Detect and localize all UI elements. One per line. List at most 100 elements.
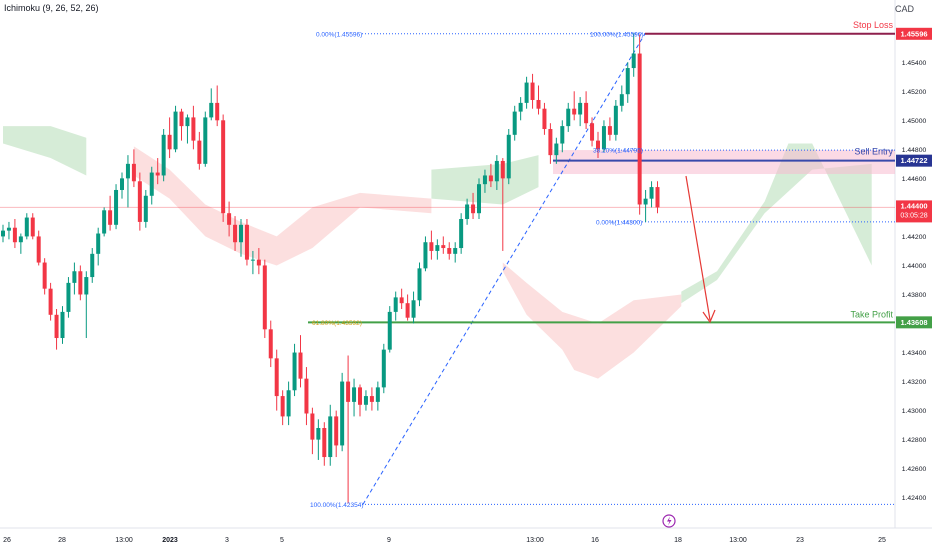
candle[interactable] bbox=[292, 343, 297, 397]
candle[interactable] bbox=[102, 207, 107, 237]
candle[interactable] bbox=[328, 404, 333, 466]
candle[interactable] bbox=[375, 381, 380, 411]
candle[interactable] bbox=[417, 262, 422, 307]
candle[interactable] bbox=[358, 384, 362, 417]
candle[interactable] bbox=[310, 407, 315, 455]
candle[interactable] bbox=[24, 213, 29, 240]
candle[interactable] bbox=[256, 248, 261, 275]
candle[interactable] bbox=[1, 224, 5, 243]
lightning-icon[interactable] bbox=[662, 514, 676, 528]
candle[interactable] bbox=[536, 85, 541, 115]
candle[interactable] bbox=[584, 91, 589, 130]
candle[interactable] bbox=[393, 291, 398, 321]
candle[interactable] bbox=[613, 99, 618, 141]
candle[interactable] bbox=[18, 233, 23, 254]
candle[interactable] bbox=[655, 181, 660, 214]
candle[interactable] bbox=[137, 172, 142, 231]
candle[interactable] bbox=[530, 73, 535, 109]
indicator-legend[interactable]: Ichimoku (9, 26, 52, 26) bbox=[4, 3, 99, 13]
candle[interactable] bbox=[649, 181, 654, 208]
candle[interactable] bbox=[482, 169, 487, 193]
candle[interactable] bbox=[453, 242, 458, 263]
candle[interactable] bbox=[114, 184, 119, 230]
candle[interactable] bbox=[399, 288, 404, 309]
candle[interactable] bbox=[60, 306, 65, 344]
candle[interactable] bbox=[78, 265, 83, 301]
candle[interactable] bbox=[108, 195, 113, 231]
candle[interactable] bbox=[250, 250, 255, 275]
candles[interactable] bbox=[1, 33, 660, 504]
candle[interactable] bbox=[512, 105, 517, 141]
candle[interactable] bbox=[578, 97, 583, 127]
candle[interactable] bbox=[262, 259, 267, 339]
candle[interactable] bbox=[304, 367, 309, 426]
candle[interactable] bbox=[197, 131, 202, 170]
candle[interactable] bbox=[125, 155, 130, 208]
plot-area[interactable] bbox=[0, 0, 895, 528]
candle[interactable] bbox=[30, 213, 35, 240]
candle[interactable] bbox=[215, 85, 220, 127]
price-axis[interactable]: 1.45400 1.45200 1.45000 1.44800 1.44600 1.444… bbox=[902, 60, 927, 502]
candle[interactable] bbox=[6, 221, 11, 240]
candle[interactable] bbox=[601, 120, 606, 153]
candle[interactable] bbox=[500, 158, 505, 251]
candle[interactable] bbox=[239, 219, 243, 257]
candle[interactable] bbox=[566, 102, 571, 132]
time-axis[interactable]: 26 28 13:00 2023 3 5 9 13:00 16 18 13:00 23 25 bbox=[3, 537, 886, 544]
candle[interactable] bbox=[340, 372, 345, 452]
candle[interactable] bbox=[322, 422, 327, 466]
candle[interactable] bbox=[560, 120, 565, 153]
candle[interactable] bbox=[524, 76, 529, 109]
candle[interactable] bbox=[465, 198, 470, 225]
candle[interactable] bbox=[66, 277, 71, 318]
candle[interactable] bbox=[90, 248, 95, 283]
candle[interactable] bbox=[363, 390, 368, 411]
candle[interactable] bbox=[590, 117, 595, 147]
candle[interactable] bbox=[280, 390, 285, 426]
candle[interactable] bbox=[48, 282, 53, 321]
candle[interactable] bbox=[233, 216, 238, 251]
candle[interactable] bbox=[637, 34, 642, 215]
candle[interactable] bbox=[477, 178, 481, 220]
candle[interactable] bbox=[120, 172, 124, 199]
candle[interactable] bbox=[548, 123, 553, 164]
candle[interactable] bbox=[494, 155, 499, 190]
candle[interactable] bbox=[316, 419, 321, 460]
candle[interactable] bbox=[149, 166, 154, 205]
candle[interactable] bbox=[631, 33, 636, 77]
candle[interactable] bbox=[619, 85, 624, 112]
candle[interactable] bbox=[244, 219, 249, 266]
candle[interactable] bbox=[227, 201, 232, 237]
candle[interactable] bbox=[42, 258, 47, 295]
candle[interactable] bbox=[96, 227, 101, 266]
candle[interactable] bbox=[167, 117, 172, 159]
candle[interactable] bbox=[203, 111, 208, 167]
candle[interactable] bbox=[155, 158, 160, 185]
candle[interactable] bbox=[387, 306, 392, 353]
candle[interactable] bbox=[274, 349, 279, 411]
candle[interactable] bbox=[518, 97, 523, 121]
candle[interactable] bbox=[191, 105, 196, 150]
candle[interactable] bbox=[36, 230, 41, 266]
candle[interactable] bbox=[572, 91, 577, 121]
candle[interactable] bbox=[381, 343, 386, 394]
candle[interactable] bbox=[173, 105, 178, 153]
candle[interactable] bbox=[596, 131, 600, 159]
candle[interactable] bbox=[131, 149, 136, 188]
candle[interactable] bbox=[459, 213, 464, 254]
candle[interactable] bbox=[298, 335, 303, 388]
candle[interactable] bbox=[429, 230, 434, 260]
candle[interactable] bbox=[423, 236, 428, 272]
candle[interactable] bbox=[346, 355, 351, 504]
candle[interactable] bbox=[209, 88, 214, 121]
candle[interactable] bbox=[411, 291, 416, 324]
candle[interactable] bbox=[405, 294, 410, 321]
candle[interactable] bbox=[161, 129, 166, 182]
candle[interactable] bbox=[286, 381, 291, 426]
candle[interactable] bbox=[607, 117, 612, 141]
candle[interactable] bbox=[143, 189, 148, 228]
candle[interactable] bbox=[221, 114, 226, 222]
candle[interactable] bbox=[334, 410, 339, 458]
